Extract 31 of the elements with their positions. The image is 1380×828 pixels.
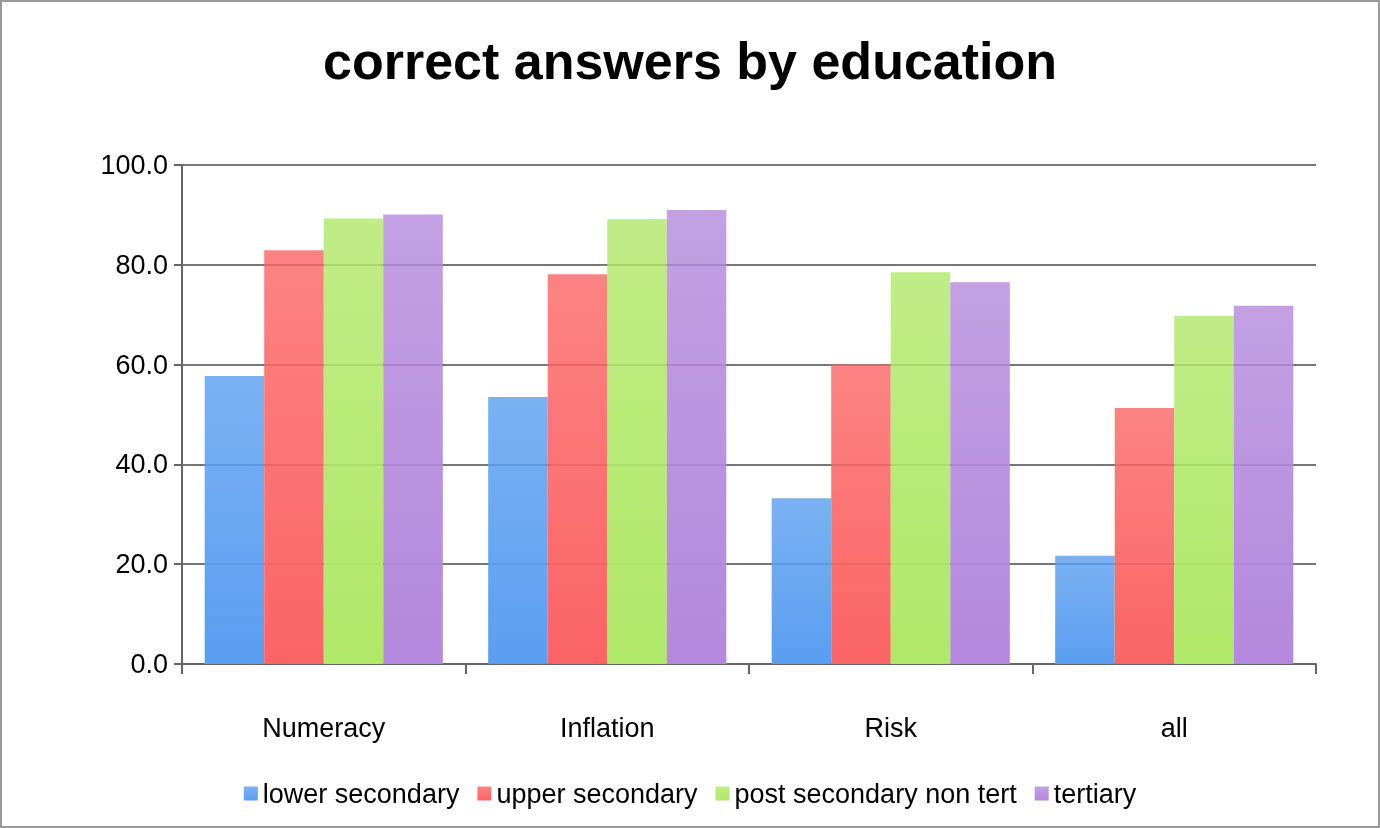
y-tick-label: 60.0 (115, 349, 168, 380)
x-tick-label: Numeracy (262, 712, 386, 743)
bar (204, 376, 265, 664)
bar (547, 274, 608, 664)
bar (1174, 315, 1234, 664)
y-tick-label: 100.0 (100, 150, 168, 180)
legend-label: tertiary (1053, 778, 1137, 809)
bar (488, 397, 548, 664)
legend-label: post secondary non tert (734, 778, 1018, 809)
bar (1114, 408, 1175, 664)
y-tick-label: 0.0 (130, 649, 168, 679)
legend-label: upper secondary (496, 778, 699, 809)
bar (264, 250, 324, 664)
legend-label: lower secondary (262, 778, 460, 809)
bar (607, 218, 667, 664)
bar (323, 218, 384, 664)
bar (771, 498, 832, 664)
bar (383, 214, 443, 664)
y-tick-label: 20.0 (115, 549, 168, 580)
x-tick-label: Risk (864, 712, 918, 743)
y-tick-label: 40.0 (115, 449, 168, 480)
bar (831, 364, 891, 664)
bar (1055, 555, 1115, 664)
chart-title: correct answers by education (322, 32, 1058, 90)
bar (950, 282, 1010, 664)
x-tick-label: all (1160, 712, 1188, 743)
bar (1233, 305, 1294, 664)
bar (666, 209, 727, 664)
bar (890, 272, 951, 664)
x-tick-label: Inflation (559, 712, 655, 743)
y-tick-label: 80.0 (115, 249, 168, 280)
